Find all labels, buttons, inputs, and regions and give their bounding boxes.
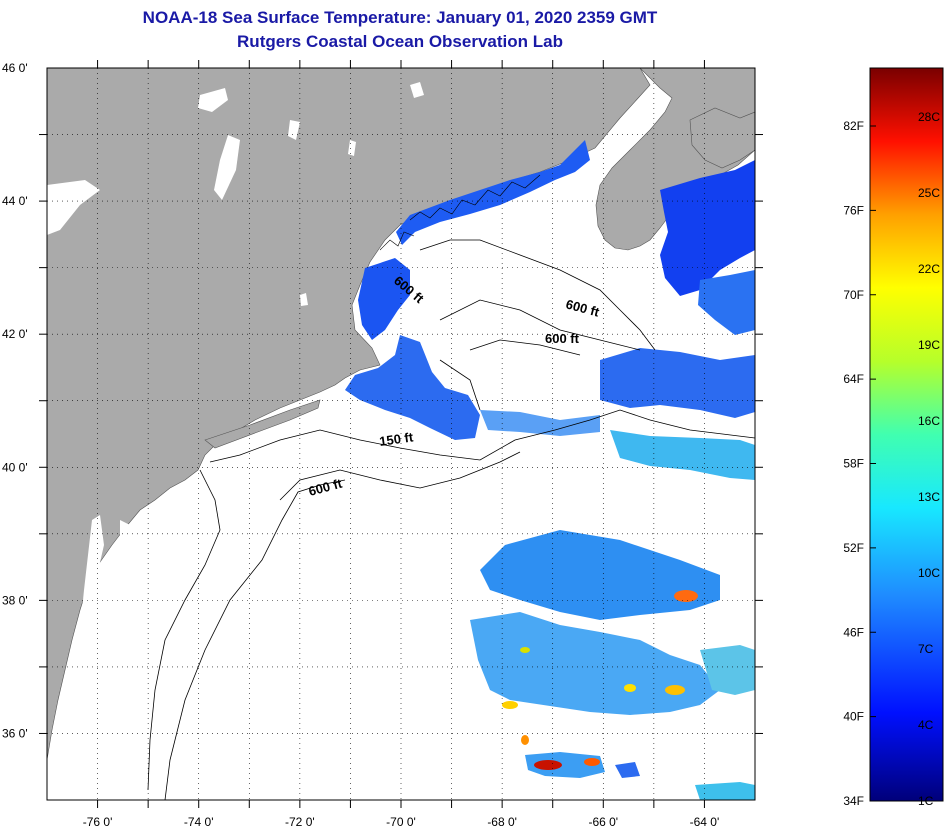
colorbar-gradient [869,67,944,802]
map-grid [47,68,755,800]
colorbar-f-label: 70F [843,288,864,302]
inland-lakes [47,82,424,306]
map-title: NOAA-18 Sea Surface Temperature: January… [142,8,658,27]
map-subtitle: Rutgers Coastal Ocean Observation Lab [237,32,563,51]
colorbar-c-label: 13C [918,490,940,504]
lat-tick-label: 46 0' [2,61,28,75]
lon-tick-label: -64 0' [690,815,720,829]
lon-tick-label: -66 0' [588,815,618,829]
colorbar: 82F 76F 70F 64F 58F 52F 46F 40F 34F 28C 25C 22C 19C… [843,67,944,808]
land-cape-breton [689,107,755,169]
bathymetry-contours [147,239,755,800]
colorbar-c-label: 19C [918,338,940,352]
longitude-axis: -76 0' -74 0' -72 0' -70 0' -68 0' -66 0' -64 … [83,60,720,829]
contour-label-150ft: 150 ft [378,429,414,449]
lat-tick-label: 38 0' [2,593,28,607]
colorbar-c-label: 7C [918,642,934,656]
contour-label-600ft-center: 600 ft [545,331,580,346]
lon-tick-label: -74 0' [184,815,214,829]
lat-tick-label: 42 0' [2,327,28,341]
lon-tick-label: -70 0' [386,815,416,829]
colorbar-c-label: 25C [918,186,940,200]
long-island [204,399,321,449]
colorbar-f-label: 46F [843,625,864,639]
latitude-axis: 46 0' 44 0' 42 0' 40 0' 38 0' 36 0' [2,61,763,740]
lon-tick-label: -76 0' [83,815,113,829]
colorbar-fahrenheit-labels: 82F 76F 70F 64F 58F 52F 46F 40F 34F [843,119,876,808]
lat-tick-label: 44 0' [2,194,28,208]
colorbar-f-label: 64F [843,372,864,386]
coastline-detail [379,174,541,251]
lon-tick-label: -72 0' [285,815,315,829]
colorbar-f-label: 52F [843,541,864,555]
colorbar-c-label: 1C [918,794,934,808]
lon-tick-label: -68 0' [487,815,517,829]
lat-tick-label: 36 0' [2,726,28,740]
colorbar-c-label: 22C [918,262,940,276]
lat-tick-label: 40 0' [2,460,28,474]
chesapeake-bay [72,515,104,672]
colorbar-f-label: 76F [843,203,864,217]
colorbar-celsius-labels: 28C 25C 22C 19C 16C 13C 10C 7C 4C 1C [918,110,940,808]
colorbar-c-label: 4C [918,718,934,732]
colorbar-f-label: 40F [843,710,864,724]
colorbar-c-label: 28C [918,110,940,124]
colorbar-f-label: 34F [843,794,864,808]
colorbar-f-label: 82F [843,119,864,133]
colorbar-c-label: 10C [918,566,940,580]
delaware-bay [120,520,135,560]
colorbar-c-label: 16C [918,414,940,428]
colorbar-f-label: 58F [843,457,864,471]
